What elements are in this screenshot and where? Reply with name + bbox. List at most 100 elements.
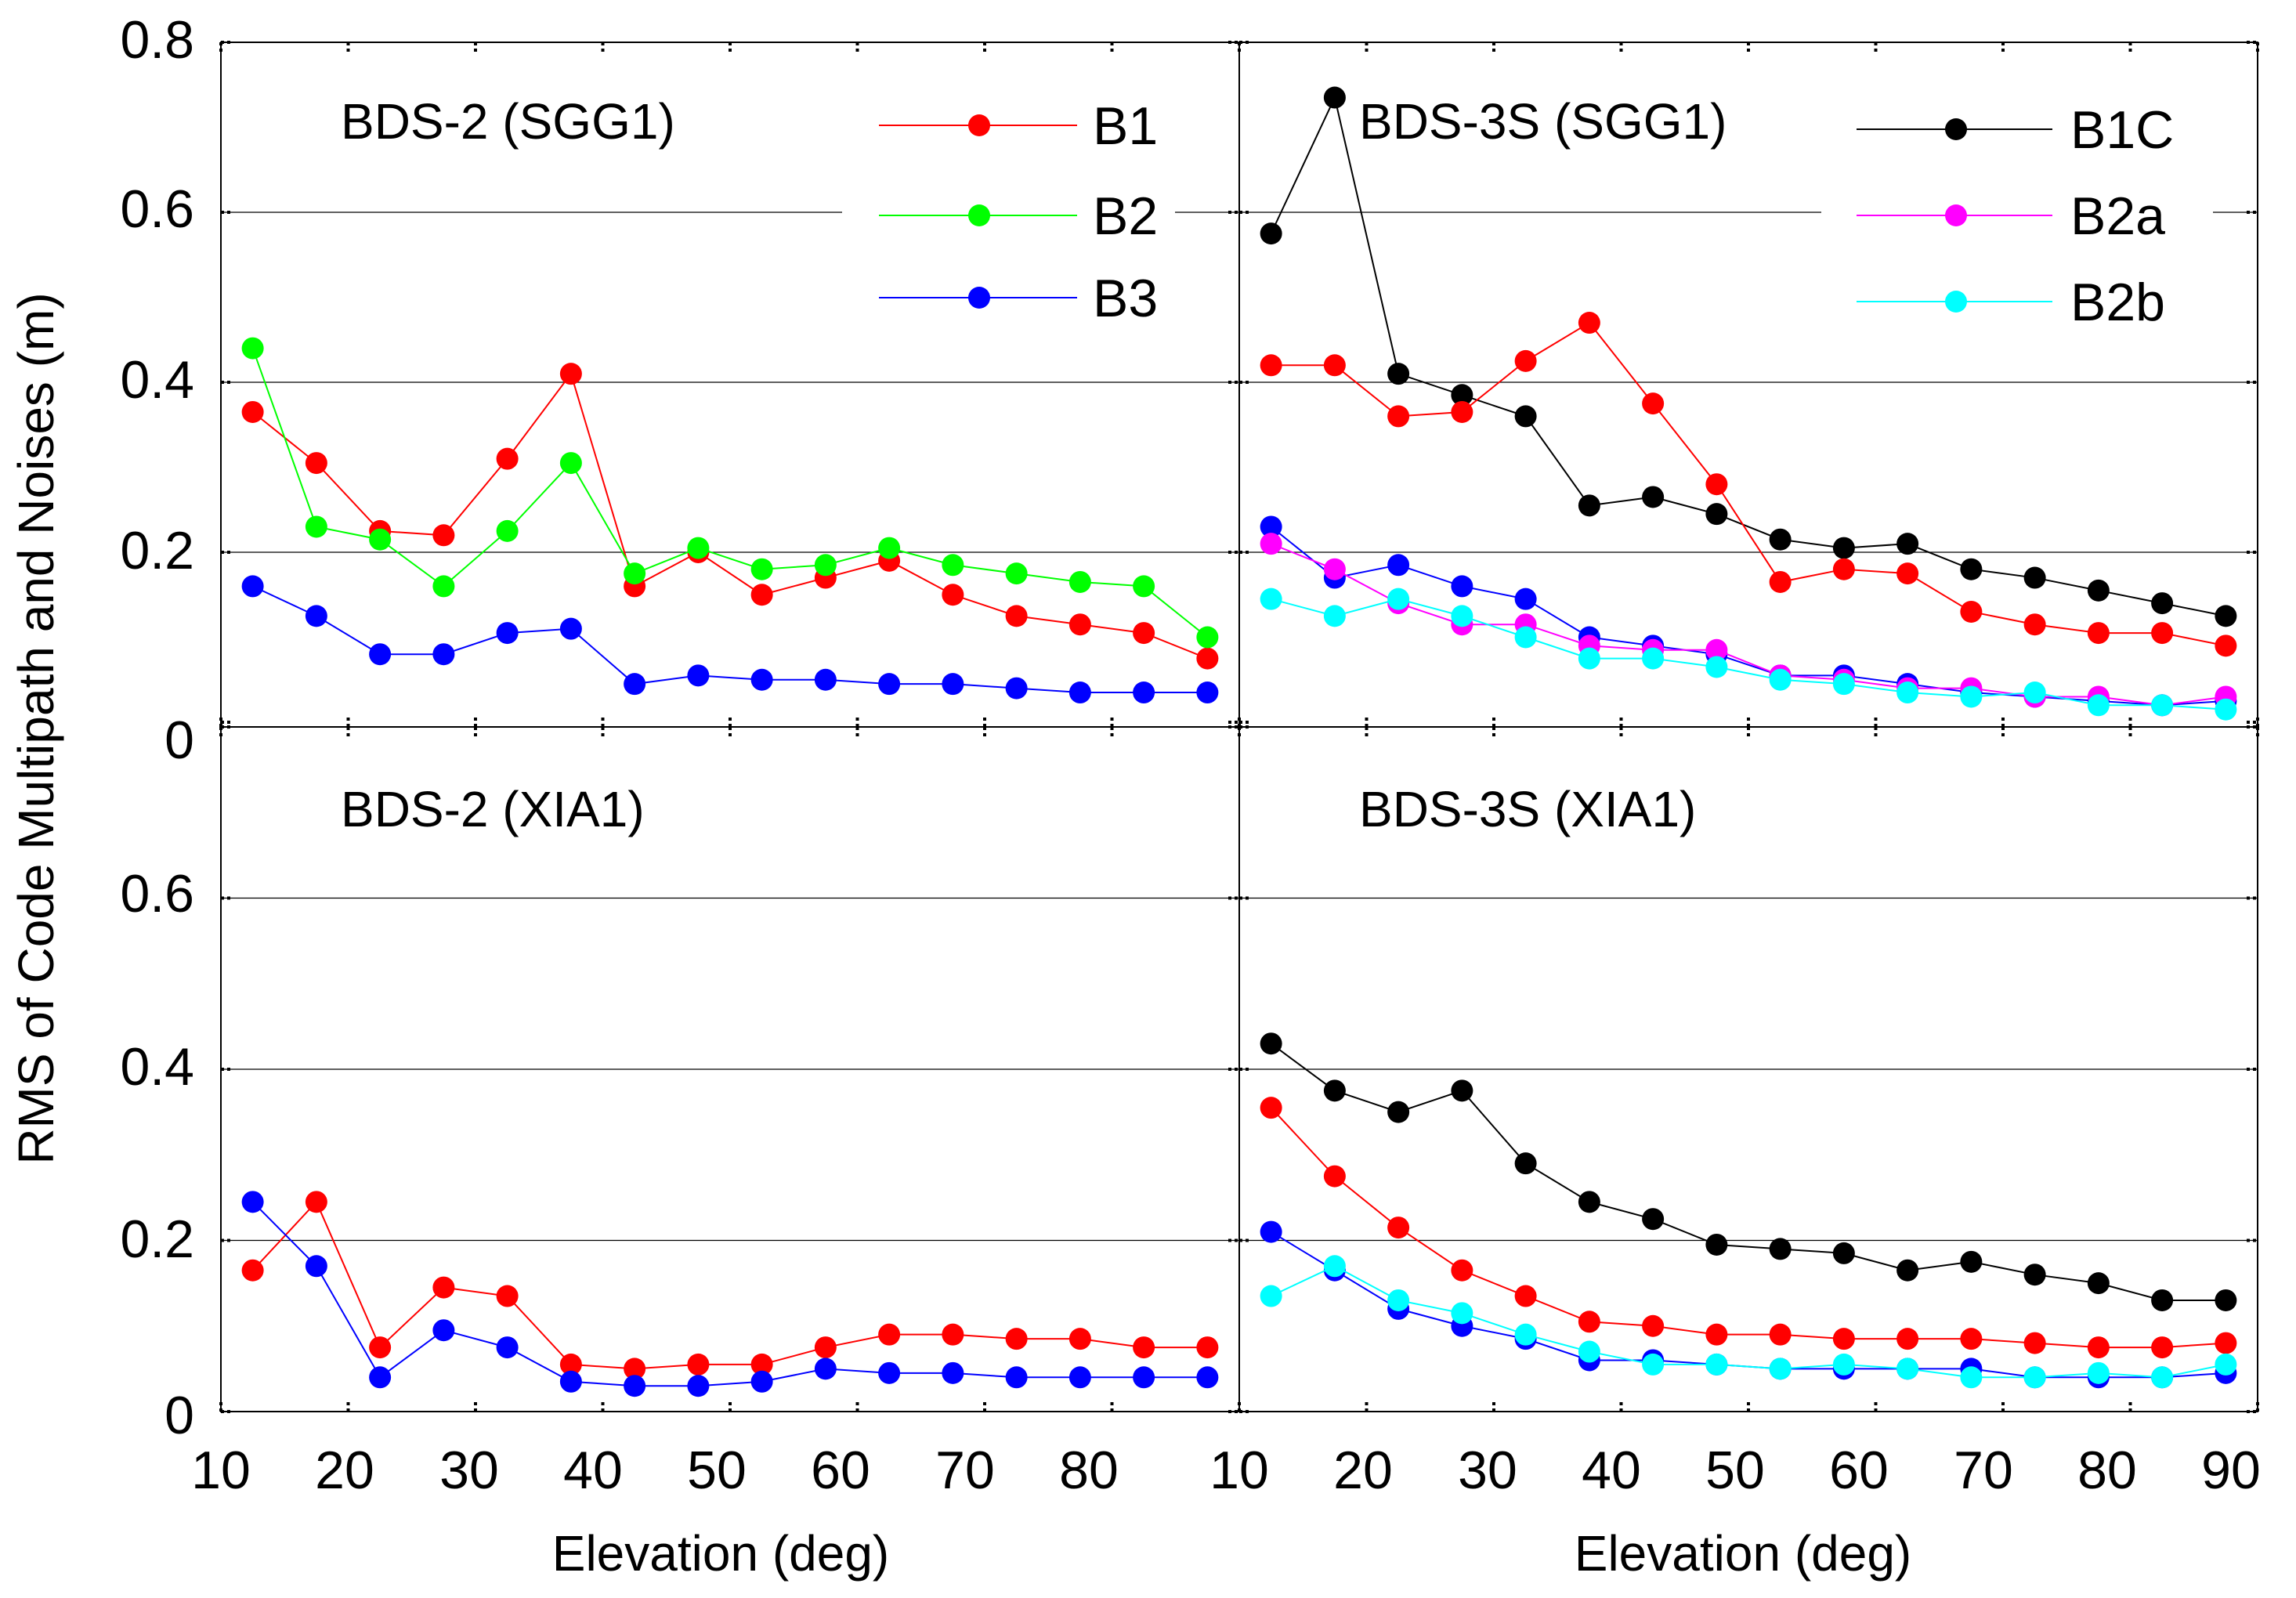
legend-left: B1 B2 B3 — [842, 94, 1175, 356]
data-point-b2b — [1387, 588, 1410, 610]
data-point-b1c — [1514, 405, 1537, 428]
data-point-b2b — [1832, 1353, 1855, 1376]
data-point-b1 — [624, 1358, 646, 1380]
series-line-b3 — [251, 1201, 1208, 1387]
data-point-b2b — [1896, 1358, 1919, 1380]
data-point-b3 — [1133, 682, 1155, 704]
data-point-b2b — [1642, 647, 1665, 670]
data-point-b1 — [687, 1353, 710, 1376]
data-point-b1 — [1832, 1328, 1855, 1350]
legend-left-label-b3: B3 — [1093, 269, 1158, 328]
data-point-b1 — [2215, 634, 2237, 657]
data-point-b1c — [1387, 363, 1410, 385]
data-point-b1c — [1451, 1079, 1473, 1102]
panel-title-bds2-xia1: BDS-2 (XIA1) — [341, 781, 645, 837]
data-point-b1 — [1896, 1328, 1919, 1350]
panel-2 — [219, 725, 1241, 1413]
ytick-label-bottom-0: 0 — [165, 1386, 194, 1445]
data-point-b1c — [1578, 494, 1600, 517]
data-point-b1 — [1260, 1097, 1282, 1119]
data-point-b2 — [1005, 562, 1028, 585]
xtick-label-right-40: 40 — [1582, 1441, 1641, 1500]
data-point-b2b — [1323, 1255, 1346, 1278]
data-point-b3 — [1196, 1366, 1219, 1389]
series-line-b3 — [252, 585, 1208, 694]
data-point-b1 — [1005, 1328, 1028, 1350]
data-point-b2b — [2215, 1353, 2237, 1376]
data-point-b1 — [1514, 349, 1537, 372]
data-point-b1 — [241, 1259, 264, 1282]
data-point-b2b — [1451, 1302, 1473, 1325]
data-point-b3 — [1005, 677, 1028, 700]
legend-right-label-b2b: B2b — [2070, 273, 2165, 332]
data-point-b1 — [1642, 392, 1665, 415]
data-point-b1 — [1133, 622, 1155, 645]
data-point-b1 — [878, 1323, 901, 1346]
data-point-b1c — [1387, 1101, 1410, 1123]
xtick-label-left-80: 80 — [1059, 1441, 1119, 1500]
data-point-b1c — [1960, 1250, 1983, 1273]
data-point-b3 — [369, 643, 392, 666]
data-point-b3 — [942, 673, 964, 696]
data-point-b1 — [305, 452, 327, 475]
data-point-b1 — [1578, 312, 1600, 334]
data-point-b2b — [1896, 682, 1919, 704]
data-point-b3 — [1196, 682, 1219, 704]
data-point-b1c — [1451, 384, 1473, 407]
data-point-b3 — [1133, 1366, 1155, 1389]
legend-right-entry-b2a: B2a — [1857, 186, 2165, 246]
data-point-b2 — [305, 515, 327, 538]
data-point-b2 — [878, 537, 901, 559]
data-point-b2b — [2023, 682, 2046, 704]
data-point-b1 — [1387, 1217, 1410, 1239]
legend-right-entry-b2b: B2b — [1857, 273, 2165, 332]
data-point-b1 — [1705, 473, 1728, 496]
data-point-b3 — [750, 668, 773, 691]
data-point-b1c — [1769, 528, 1792, 551]
data-point-b2 — [496, 519, 519, 542]
data-point-b2b — [1514, 626, 1537, 649]
legend-left-marker-b1 — [968, 114, 990, 136]
data-point-b2b — [1705, 656, 1728, 678]
data-point-b2b — [1769, 668, 1792, 691]
data-point-b2b — [2215, 698, 2237, 721]
data-point-b3 — [878, 673, 901, 696]
data-point-b1 — [1196, 647, 1219, 670]
legend-right-marker-b1c — [1945, 118, 1967, 140]
data-point-b3 — [814, 1358, 837, 1380]
data-point-b1 — [1769, 1323, 1792, 1346]
data-point-b1c — [2215, 1289, 2237, 1311]
xtick-label-left-40: 40 — [563, 1441, 623, 1500]
data-point-b1c — [2023, 566, 2046, 589]
legend-left-entry-b3: B3 — [879, 269, 1158, 328]
legend-left-marker-b3 — [968, 287, 990, 309]
ytick-label-top-0.4: 0.4 — [120, 350, 194, 410]
legend-right: B1C B2a B2b — [1821, 94, 2213, 356]
data-point-b2b — [1260, 588, 1282, 610]
data-point-b2b — [2151, 1366, 2174, 1389]
legend-left-label-b1: B1 — [1093, 96, 1158, 156]
data-point-b1 — [1960, 1328, 1983, 1350]
data-point-b3 — [624, 1375, 646, 1397]
panel-1 — [1238, 41, 2259, 728]
data-point-b1c — [2023, 1264, 2046, 1286]
data-point-b1 — [2087, 1336, 2110, 1359]
data-point-b2b — [1260, 1285, 1282, 1307]
data-point-b1c — [1705, 1233, 1728, 1256]
data-point-b3 — [559, 1370, 582, 1393]
series-line-b1 — [1270, 1107, 2226, 1349]
data-point-b1 — [814, 1336, 837, 1359]
data-point-b1c — [1642, 1208, 1665, 1231]
xtick-label-left-10: 10 — [191, 1441, 251, 1500]
legend-left-label-b2: B2 — [1093, 186, 1158, 246]
data-point-b2a — [1323, 558, 1346, 580]
xtick-label-right-50: 50 — [1705, 1441, 1765, 1500]
data-point-b1 — [942, 1323, 964, 1346]
data-point-b2 — [814, 554, 837, 577]
data-point-b2 — [624, 562, 646, 585]
series-line-b1 — [1271, 321, 2226, 647]
data-point-b2a — [1260, 533, 1282, 555]
data-point-b2 — [942, 554, 964, 577]
data-point-b2b — [1578, 1340, 1600, 1363]
